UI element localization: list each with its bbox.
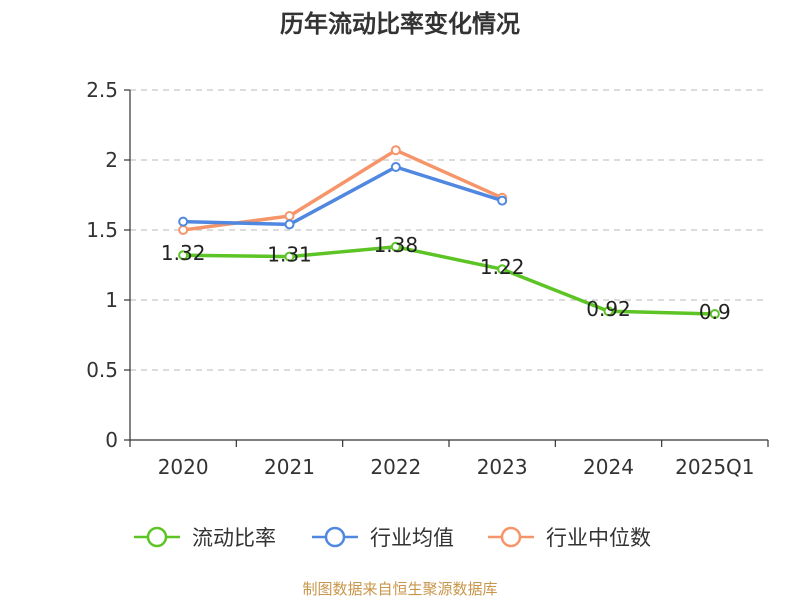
chart-title: 历年流动比率变化情况 xyxy=(280,10,520,38)
data-label: 1.31 xyxy=(267,243,312,267)
data-point xyxy=(178,216,189,227)
y-tick-label: 2 xyxy=(105,148,118,172)
legend-marker xyxy=(500,526,522,548)
y-tick-label: 2.5 xyxy=(86,78,118,102)
x-tick-label: 2022 xyxy=(370,455,421,479)
data-point xyxy=(284,219,295,230)
grid-lines xyxy=(130,89,768,371)
x-tick-label: 2023 xyxy=(477,455,528,479)
source-note: 制图数据来自恒生聚源数据库 xyxy=(302,580,497,598)
x-tick-label: 2021 xyxy=(264,455,315,479)
data-point xyxy=(178,225,189,235)
series-line xyxy=(181,165,504,227)
legend-marker xyxy=(324,526,346,548)
axes: 0 0.5 1 1.5 2 2.5 2020 2021 2022 2023 2024 2025Q1 xyxy=(86,78,769,479)
series-line xyxy=(181,148,504,232)
y-tick-label: 1.5 xyxy=(86,218,118,242)
legend-label: 行业均值 xyxy=(370,526,454,550)
series-layer xyxy=(178,145,720,319)
data-label: 0.92 xyxy=(586,297,631,321)
data-point xyxy=(497,264,508,275)
y-tick-label: 0 xyxy=(105,428,118,452)
data-label: 1.38 xyxy=(374,233,419,257)
data-point xyxy=(390,241,401,252)
legend-label: 流动比率 xyxy=(192,526,276,550)
y-tick-label: 0.5 xyxy=(86,358,118,382)
data-point xyxy=(497,195,508,206)
legend-marker xyxy=(146,526,168,548)
data-label: 0.9 xyxy=(699,300,731,324)
x-tick-label: 2020 xyxy=(158,455,209,479)
data-labels: 1.32 1.31 1.38 1.22 0.92 0.9 xyxy=(161,233,731,324)
data-point xyxy=(603,306,614,317)
series-line xyxy=(181,245,717,316)
x-tick-label: 2024 xyxy=(583,455,634,479)
data-point xyxy=(284,251,295,262)
data-point xyxy=(390,162,401,172)
x-tick-label: 2025Q1 xyxy=(675,455,754,479)
y-tick-label: 1 xyxy=(105,288,118,312)
data-label: 1.32 xyxy=(161,241,206,265)
data-point xyxy=(390,145,401,156)
data-point xyxy=(709,309,720,319)
legend-label: 行业中位数 xyxy=(546,526,651,550)
data-point xyxy=(178,250,189,261)
legend: 流动比率 行业均值 行业中位数 xyxy=(134,526,651,550)
data-point xyxy=(284,211,295,221)
data-label: 1.22 xyxy=(480,255,525,279)
